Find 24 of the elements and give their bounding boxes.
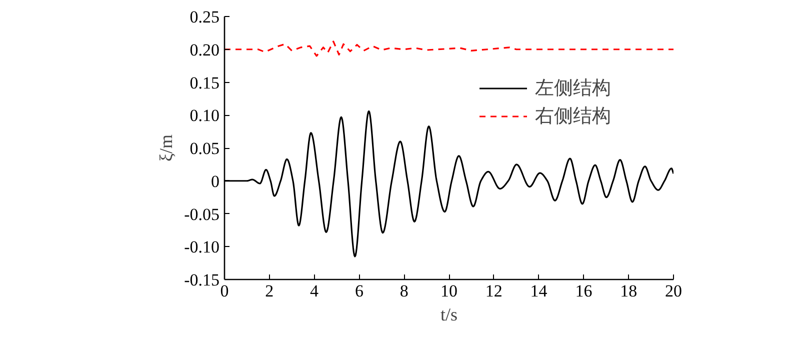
y-tick-label: 0.05 xyxy=(190,139,220,158)
x-tick-label: 16 xyxy=(575,282,592,300)
legend-label: 左侧结构 xyxy=(535,76,611,101)
y-tick-label: -0.05 xyxy=(184,204,220,224)
y-tick-label: 0.25 xyxy=(190,8,220,26)
x-tick-label: 18 xyxy=(620,282,638,300)
y-tick-label: 0.10 xyxy=(190,106,220,126)
legend-label: 右侧结构 xyxy=(535,104,611,129)
x-tick-label: 2 xyxy=(265,282,274,300)
x-tick-label: 8 xyxy=(400,282,408,300)
y-tick-label: -0.15 xyxy=(184,270,220,290)
line-series xyxy=(224,40,674,57)
y-tick-label: 0.15 xyxy=(190,73,220,92)
x-tick-label: 12 xyxy=(485,282,502,300)
x-tick-label: 20 xyxy=(665,282,682,300)
y-tick-label: 0.20 xyxy=(190,40,220,60)
x-axis-title: t/s xyxy=(440,304,458,324)
x-tick-label: 14 xyxy=(530,282,548,300)
x-tick-label: 10 xyxy=(440,282,458,300)
y-tick-label: 0 xyxy=(211,172,220,191)
x-tick-label: 6 xyxy=(354,282,364,300)
x-tick-label: 4 xyxy=(310,282,320,300)
y-axis-title: ξ/m xyxy=(156,134,176,162)
y-tick-label: -0.10 xyxy=(184,238,220,257)
